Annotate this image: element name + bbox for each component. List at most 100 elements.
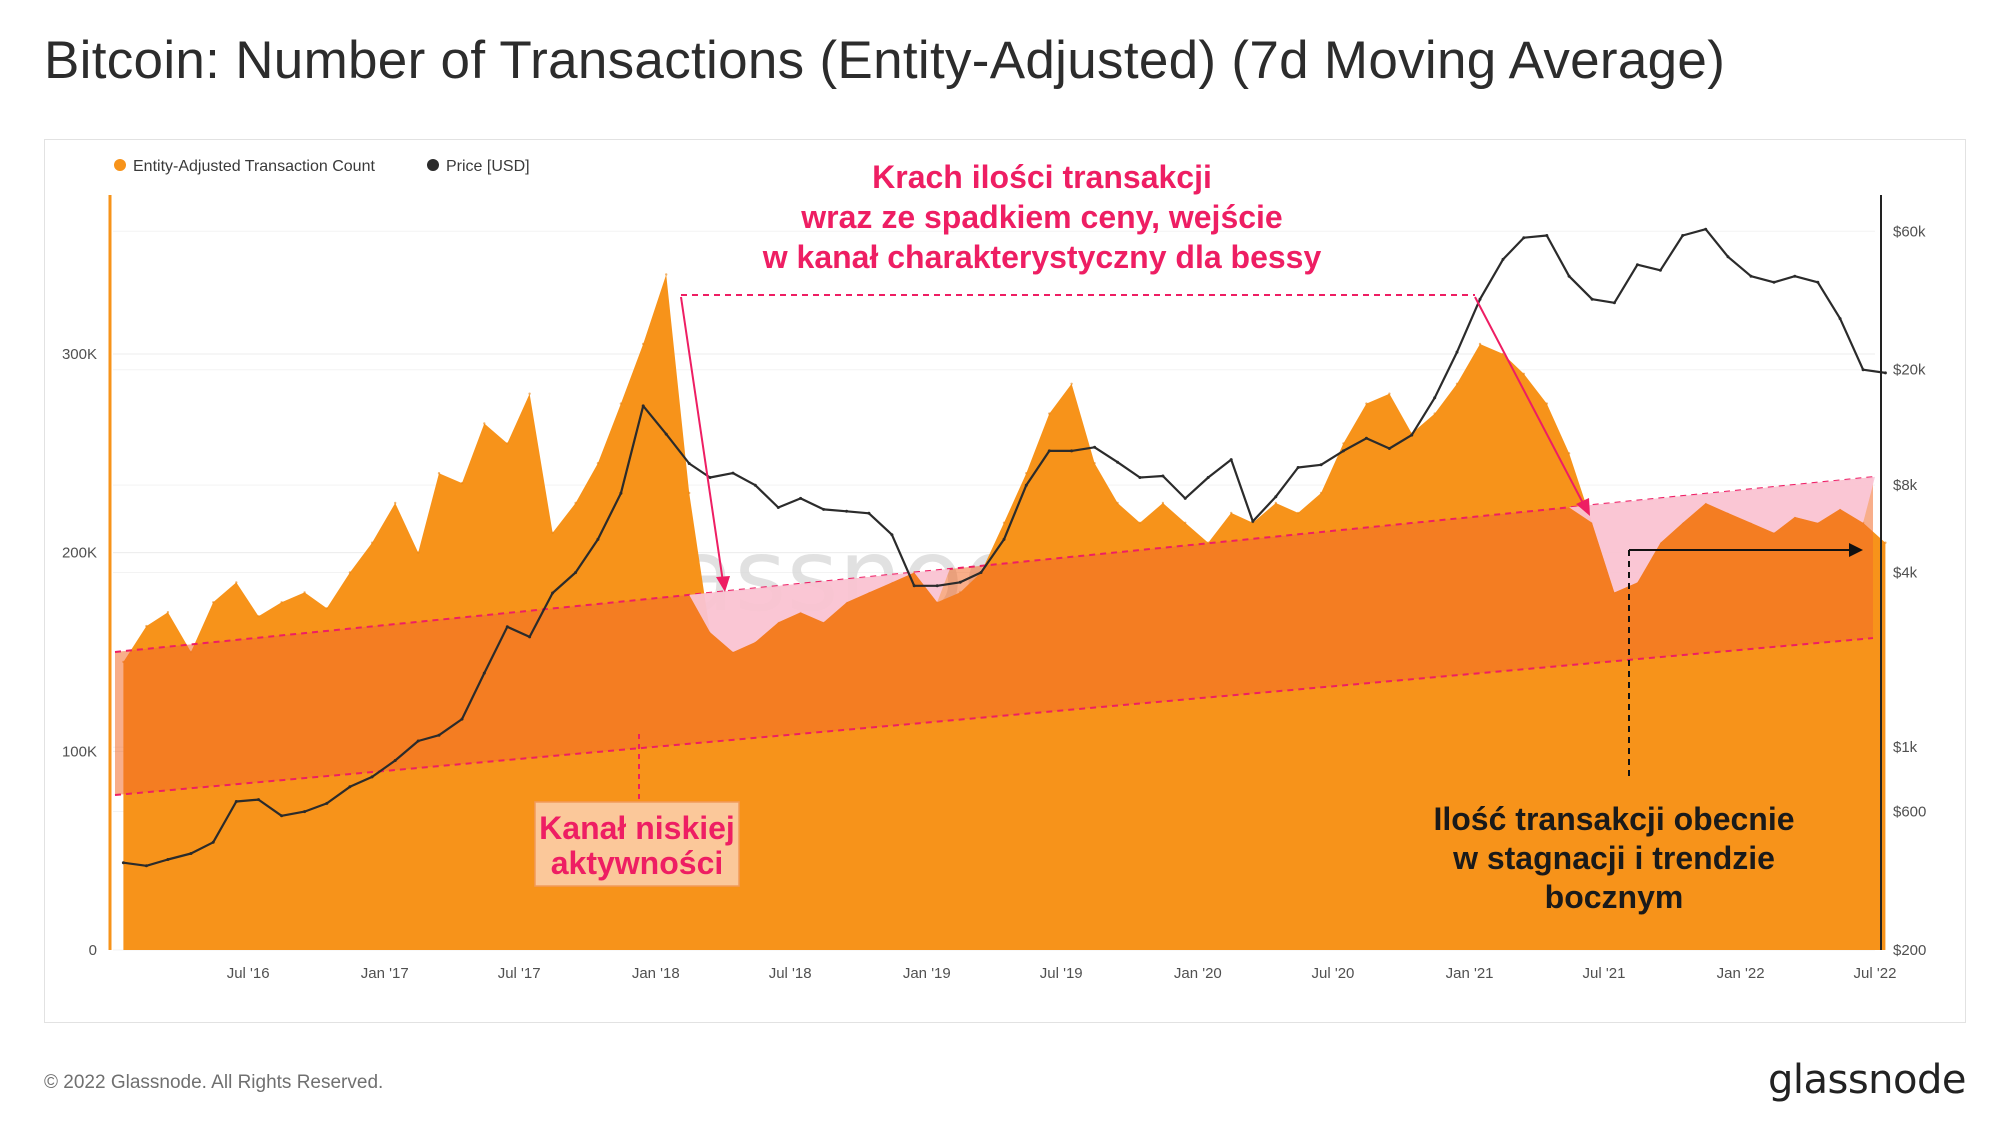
chart-svg: Entity-Adjusted Transaction Count Price …	[62, 158, 1926, 982]
tx-point	[1522, 372, 1526, 375]
price-point	[596, 537, 600, 541]
tx-point	[235, 581, 238, 584]
low-activity-box	[534, 801, 740, 887]
tx-point	[1230, 511, 1233, 515]
tx-point	[688, 491, 691, 495]
price-point	[1455, 350, 1459, 354]
price-point	[1206, 476, 1210, 479]
price-point	[144, 864, 148, 868]
tx-point	[574, 501, 577, 505]
annotations: Krach ilości transakcji wraz ze spadkiem…	[534, 159, 1863, 915]
tx-point	[506, 442, 509, 445]
x-tick-label: Jan '20	[1174, 965, 1222, 982]
x-tick-label: Jan '17	[361, 965, 409, 982]
price-point	[437, 733, 441, 737]
crash-arrow-right-head	[1576, 498, 1590, 516]
price-point	[1229, 458, 1233, 462]
tx-point	[1093, 462, 1096, 465]
left-tick-label: 200K	[62, 545, 97, 562]
legend-dot-price	[427, 159, 439, 171]
tx-point	[460, 481, 464, 485]
price-point	[1138, 476, 1142, 479]
right-tick-label: $60k	[1893, 223, 1926, 240]
tx-point	[417, 551, 420, 554]
price-point	[1838, 317, 1842, 321]
price-point	[1635, 263, 1639, 267]
stagnation-arrow-head	[1849, 543, 1863, 557]
price-point	[1861, 368, 1865, 372]
tx-point	[1433, 412, 1436, 415]
price-point	[1047, 449, 1051, 453]
x-tick-label: Jul '19	[1040, 965, 1083, 982]
price-point	[280, 814, 284, 818]
price-point	[979, 571, 983, 574]
tx-point	[1388, 392, 1391, 395]
annotation-low-activity-line-2: aktywności	[551, 845, 724, 881]
price-point	[1749, 274, 1753, 278]
annotation-low-activity-line-1: Kanał niskiej	[539, 810, 735, 846]
tx-point	[370, 541, 374, 544]
tx-point	[619, 402, 623, 405]
footer-logo[interactable]: glassnode	[1767, 1057, 1967, 1103]
price-point	[1545, 234, 1549, 237]
channel-fill	[115, 477, 1873, 796]
price-point	[1612, 301, 1616, 305]
tx-point	[1002, 521, 1006, 524]
price-point	[867, 511, 871, 515]
tx-point	[1116, 501, 1119, 505]
tx-point	[303, 591, 306, 594]
tx-point	[1184, 521, 1187, 524]
tx-point	[1070, 382, 1073, 385]
channel-upper-line	[114, 476, 1874, 653]
tx-point	[1365, 402, 1368, 405]
tx-point	[1138, 521, 1142, 524]
right-tick-label: $20k	[1893, 362, 1926, 379]
tx-point	[437, 472, 441, 475]
tx-point	[394, 501, 397, 505]
price-point	[1387, 447, 1391, 450]
tx-point	[1296, 511, 1300, 515]
tx-point	[212, 601, 215, 604]
legend: Entity-Adjusted Transaction Count Price …	[114, 158, 530, 175]
price-point	[1726, 255, 1730, 259]
price-point	[1274, 495, 1278, 499]
x-tick-label: Jul '16	[227, 965, 270, 982]
left-tick-label: 0	[89, 942, 97, 959]
price-point	[166, 858, 170, 861]
price-point	[1681, 234, 1685, 237]
price-point	[1567, 274, 1571, 278]
right-tick-label: $600	[1893, 804, 1926, 821]
tx-point	[1342, 442, 1345, 445]
legend-dot-tx	[114, 159, 126, 171]
price-point	[121, 861, 125, 865]
annotation-crash-line-1: Krach ilości transakcji	[872, 159, 1212, 195]
left-tick-label: 300K	[62, 346, 97, 363]
price-point	[257, 798, 260, 802]
price-point	[1883, 371, 1887, 375]
price-point	[708, 476, 712, 479]
crash-arrow-left-head	[716, 576, 730, 592]
right-tick-label: $4k	[1893, 565, 1918, 582]
footer-copyright: © 2022 Glassnode. All Rights Reserved.	[44, 1072, 384, 1093]
price-point	[189, 852, 193, 855]
price-point	[753, 483, 757, 487]
tx-point	[145, 624, 148, 628]
pink-region-2018	[678, 568, 950, 652]
tx-point	[1545, 402, 1549, 405]
price-point	[348, 785, 352, 789]
channel-lower-line	[114, 637, 1874, 797]
tx-point	[1884, 541, 1887, 544]
price-layer	[121, 227, 1887, 868]
x-tick-label: Jul '17	[498, 965, 541, 982]
x-tick-label: Jul '18	[769, 965, 812, 982]
tx-point	[596, 462, 600, 465]
price-point	[370, 775, 374, 779]
right-axis-ticks: $200 $600 $1k $4k $8k $20k $60k	[1893, 223, 1926, 959]
price-point	[1658, 268, 1662, 272]
price-point	[1704, 227, 1708, 231]
price-point	[912, 584, 916, 588]
price-point	[505, 625, 509, 629]
price-point	[1319, 463, 1323, 467]
price-point	[1793, 274, 1797, 278]
tx-point	[166, 611, 170, 614]
